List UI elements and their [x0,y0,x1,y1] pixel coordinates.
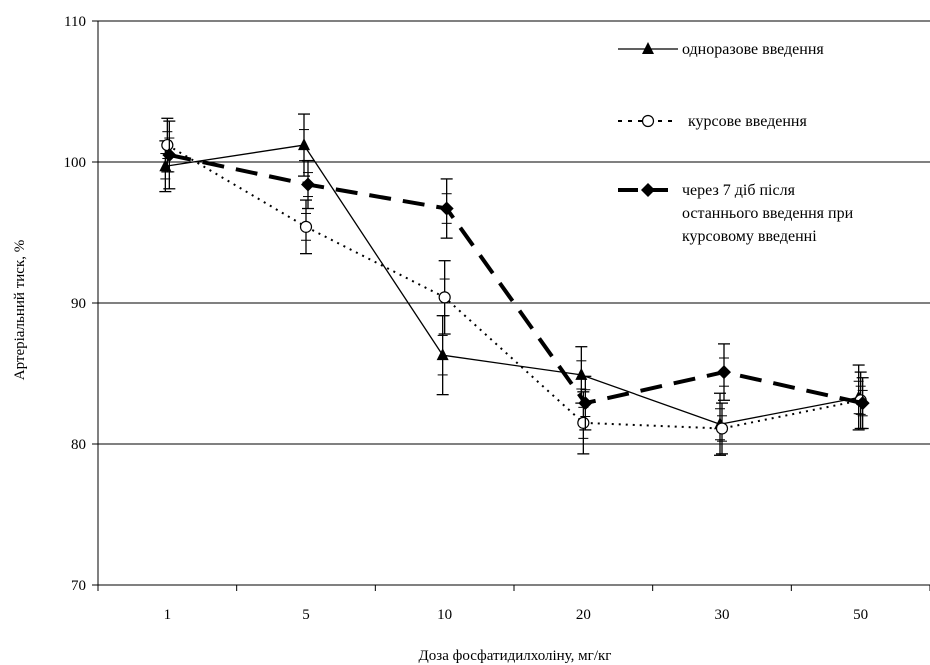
data-point [439,201,454,216]
x-tick-label: 10 [437,607,452,623]
data-point [717,365,731,380]
series-3 [162,120,870,431]
data-point [578,396,593,411]
data-point [162,147,177,162]
series-line [166,144,861,430]
legend-swatch-marker [641,183,655,197]
series-2 [161,117,867,455]
y-tick-label: 80 [71,437,86,453]
legend-label: через 7 діб після [682,182,796,199]
data-point [577,416,590,429]
series-1 [159,113,865,456]
data-point [438,291,451,304]
data-point [301,177,315,192]
y-tick-label: 90 [71,296,86,312]
data-point [855,396,870,411]
legend: одноразове введення курсове введення через… [618,41,854,245]
legend-swatch-marker [641,114,655,128]
y-tick-label: 100 [64,155,87,171]
x-tick-label: 30 [715,607,730,623]
legend-label: одноразове введення [682,41,824,58]
data-point [436,348,449,361]
legend-entry-1: одноразове введення [618,41,824,58]
y-axis-title: Артеріальний тиск, % [12,240,28,381]
data-point [298,138,310,151]
data-point [159,159,172,172]
axes: 70 80 90 100 110 1 5 10 20 30 50 [64,14,930,623]
data-point [161,138,174,152]
x-tick-label: 50 [853,607,868,623]
legend-label: курсовому введенні [682,228,817,245]
x-tick-label: 1 [164,607,172,623]
x-axis-title: Доза фосфатидилхоліну, мг/кг [419,648,612,664]
y-tick-label: 70 [71,578,86,594]
series-line [168,152,864,406]
x-tick-label: 5 [302,607,310,623]
y-tick-label: 110 [64,14,86,30]
legend-label: останнього введення при [682,205,854,222]
legend-entry-2: курсове введення [618,113,807,130]
gridlines [98,20,930,445]
data-point [299,220,313,233]
legend-swatch-marker [642,42,654,54]
legend-label: курсове введення [688,113,807,130]
legend-entry-3: через 7 діб після останнього введення при… [618,182,854,245]
series-line [165,144,859,425]
data-point [715,422,729,435]
x-tick-label: 20 [576,607,591,623]
data-series [159,113,870,456]
